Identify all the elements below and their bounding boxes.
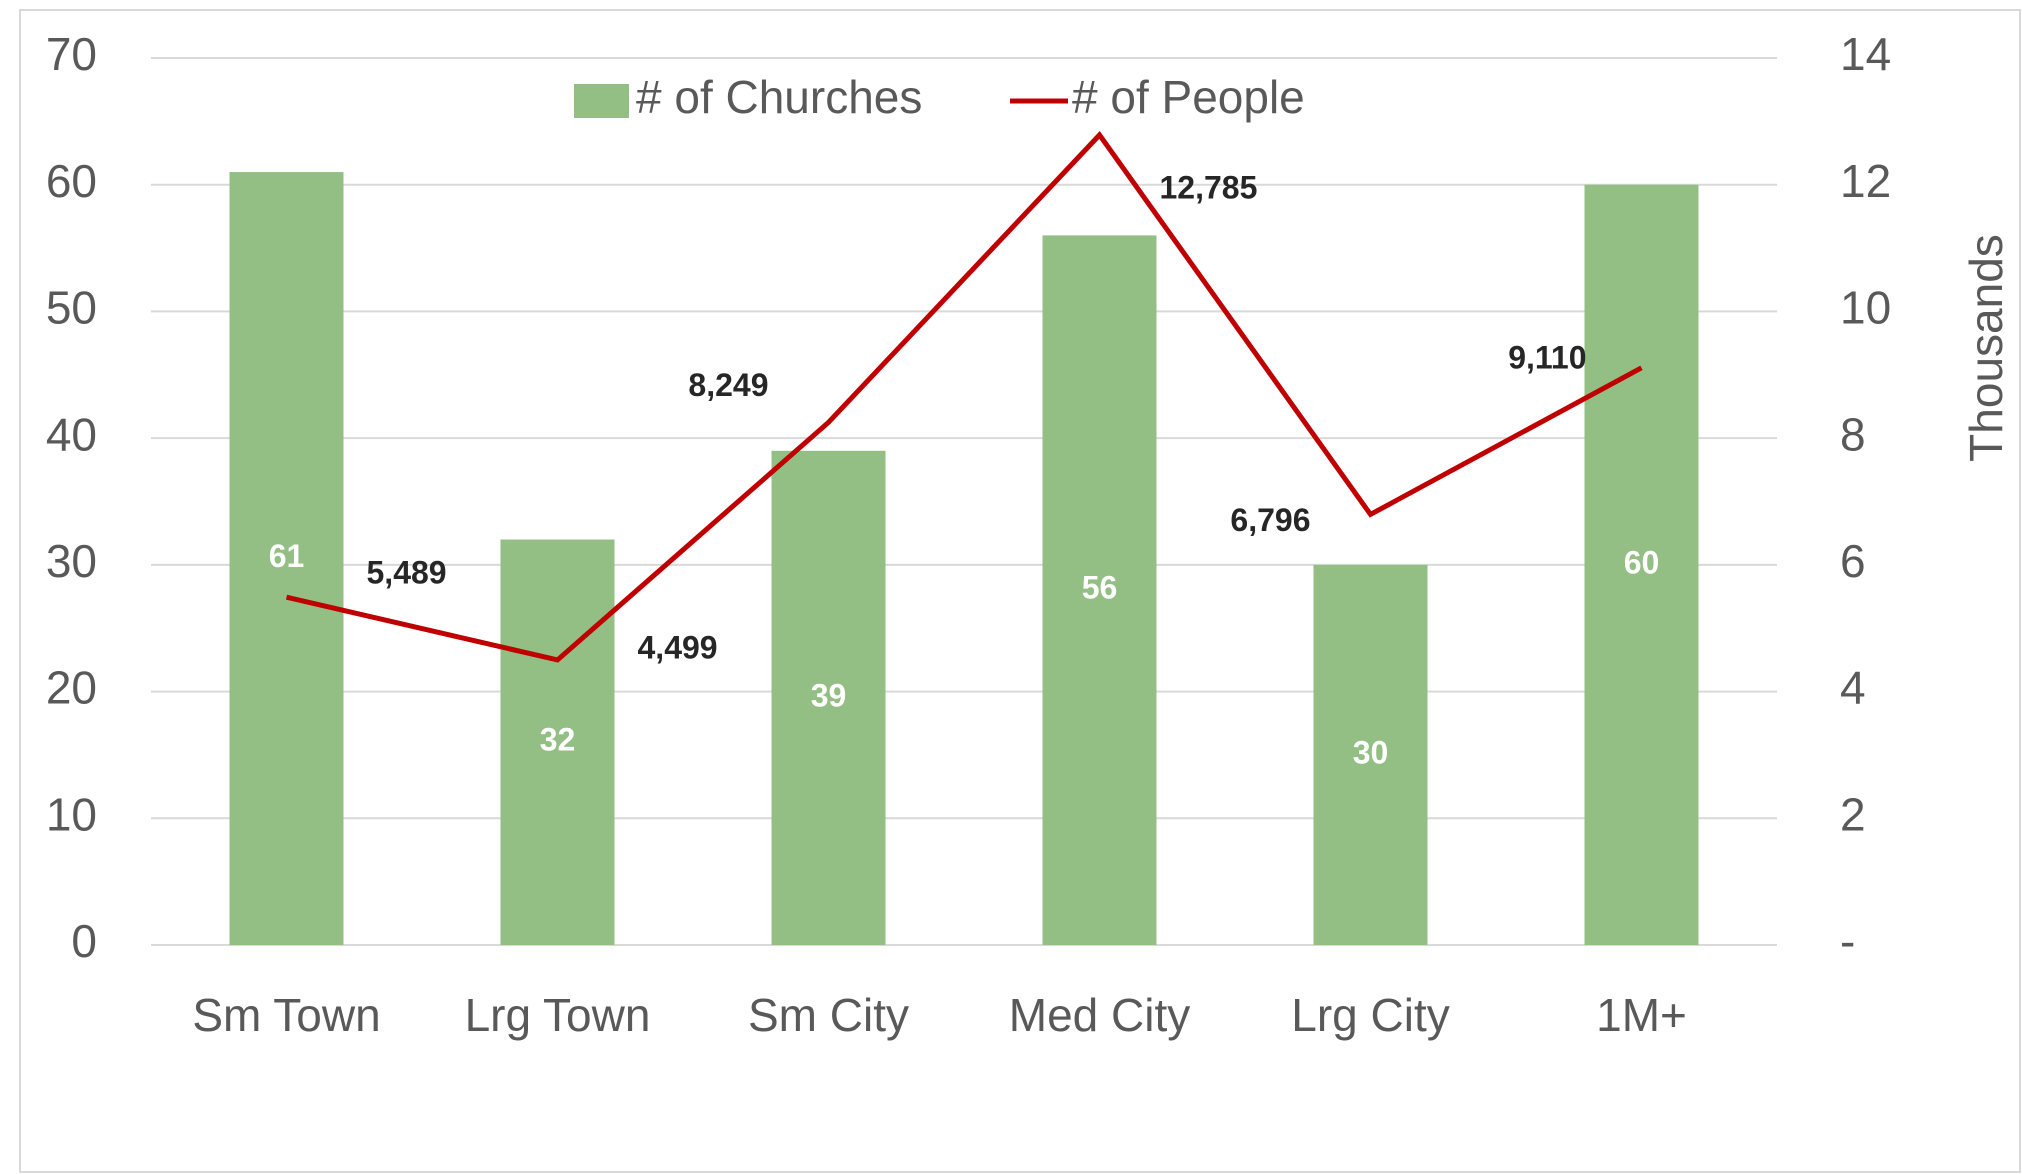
y2-tick-label: 2 [1840, 788, 1866, 840]
y2-tick-label: 6 [1840, 535, 1866, 587]
y-tick-label: 20 [46, 662, 97, 714]
line-value-label: 6,796 [1230, 502, 1310, 538]
y2-tick-label: 10 [1840, 282, 1891, 334]
y2-tick-label: 4 [1840, 662, 1866, 714]
bar [500, 539, 615, 945]
x-tick-label: Sm Town [192, 989, 380, 1041]
legend-label: # of People [1072, 71, 1305, 123]
y2-tick-label: - [1840, 915, 1855, 967]
line-value-label: 12,785 [1160, 169, 1258, 205]
bar [1584, 184, 1699, 945]
x-tick-label: Sm City [748, 989, 909, 1041]
x-tick-label: Lrg City [1291, 989, 1449, 1041]
line-value-label: 9,110 [1508, 339, 1586, 375]
x-tick-label: 1M+ [1596, 989, 1687, 1041]
bar [1042, 235, 1157, 945]
y-tick-label: 70 [46, 28, 97, 80]
y2-tick-label: 14 [1840, 28, 1891, 80]
x-tick-label: Med City [1009, 989, 1190, 1041]
bar-value-label: 32 [540, 722, 576, 758]
y-tick-label: 50 [46, 282, 97, 334]
line-value-label: 4,499 [638, 629, 718, 665]
bar [229, 172, 344, 946]
y-tick-label: 10 [46, 788, 97, 840]
line-value-label: 8,249 [688, 367, 768, 403]
bar-value-label: 56 [1082, 570, 1118, 606]
y-tick-label: 60 [46, 155, 97, 207]
bar-value-label: 61 [269, 538, 305, 574]
y2-tick-label: 8 [1840, 408, 1866, 460]
y2-axis-label: Thousands [1960, 234, 2012, 462]
legend-label: # of Churches [636, 71, 922, 123]
y-tick-label: 40 [46, 408, 97, 460]
line-value-label: 5,489 [367, 555, 447, 591]
bar-value-label: 39 [811, 677, 847, 713]
bar-value-label: 60 [1624, 544, 1660, 580]
y2-tick-label: 12 [1840, 155, 1891, 207]
bar [771, 450, 886, 945]
bar-value-label: 30 [1353, 734, 1389, 770]
bar [1313, 564, 1428, 945]
line [285, 131, 1643, 663]
y-tick-label: 30 [46, 535, 97, 587]
x-tick-label: Lrg Town [465, 989, 651, 1041]
legend-swatch [574, 84, 629, 118]
y-tick-label: 0 [71, 915, 97, 967]
